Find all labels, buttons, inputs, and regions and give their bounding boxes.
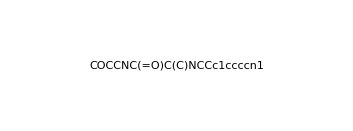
Text: COCCNC(=O)C(C)NCCc1ccccn1: COCCNC(=O)C(C)NCCc1ccccn1 [89, 61, 264, 70]
